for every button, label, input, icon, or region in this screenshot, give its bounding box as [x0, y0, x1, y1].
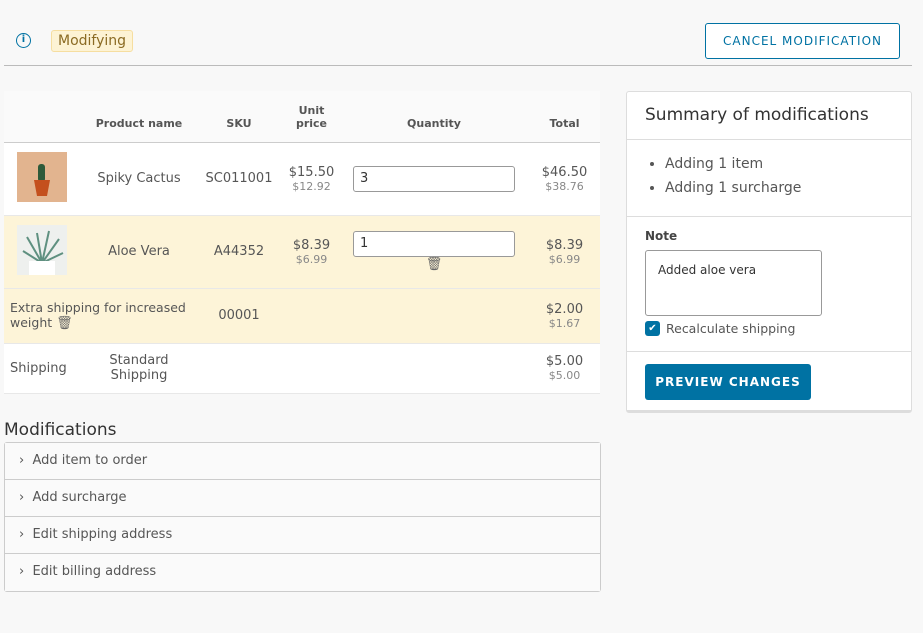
quantity-input[interactable]: 1: [353, 231, 515, 257]
accordion-add-item[interactable]: › Add item to order: [5, 443, 600, 480]
accordion-edit-shipping-address[interactable]: › Edit shipping address: [5, 517, 600, 554]
modifications-heading: Modifications: [4, 420, 117, 440]
cancel-modification-button[interactable]: CANCEL MODIFICATION: [705, 23, 900, 59]
summary-card: Summary of modifications Adding 1 item A…: [626, 91, 912, 413]
checkmark-icon: ✔: [645, 321, 660, 336]
accordion-add-surcharge[interactable]: › Add surcharge: [5, 480, 600, 517]
summary-list: Adding 1 item Adding 1 surcharge: [627, 140, 911, 217]
recalculate-shipping-checkbox[interactable]: ✔ Recalculate shipping: [645, 321, 893, 336]
quantity-input[interactable]: 3: [353, 165, 515, 192]
table-row: Spiky Cactus SC011001 $15.50 $12.92 3 $46…: [4, 142, 600, 216]
table-row: Aloe Vera A44352 $8.39 $6.99 1 🗑 $8.39 $6.9…: [4, 215, 600, 289]
divider: [4, 65, 912, 66]
trash-icon[interactable]: 🗑: [425, 257, 443, 272]
col-product-name: Product name: [84, 91, 194, 143]
info-icon[interactable]: i: [16, 33, 31, 48]
divider: [627, 351, 911, 352]
modifications-accordion: › Add item to order › Add surcharge › Ed…: [4, 442, 601, 592]
note-textarea[interactable]: Added aloe vera: [645, 250, 822, 316]
col-total: Total: [529, 91, 600, 143]
status-badge: Modifying: [51, 30, 134, 52]
accordion-edit-billing-address[interactable]: › Edit billing address: [5, 554, 600, 591]
note-label: Note: [645, 229, 678, 243]
col-unit-price: Unit price: [284, 91, 339, 143]
preview-changes-button[interactable]: PREVIEW CHANGES: [645, 364, 811, 400]
col-sku: SKU: [194, 91, 284, 143]
aloe-image: [17, 224, 67, 275]
cactus-image: [17, 151, 67, 202]
table-row: Extra shipping for increased weight 🗑 00…: [4, 288, 600, 344]
table-row: Shipping Standard Shipping $5.00 $5.00: [4, 343, 600, 394]
col-quantity: Quantity: [339, 91, 529, 143]
order-lines-table: Product name SKU Unit price Quantity Tota…: [4, 91, 600, 394]
summary-title: Summary of modifications: [627, 92, 911, 140]
trash-icon[interactable]: 🗑: [56, 316, 73, 331]
